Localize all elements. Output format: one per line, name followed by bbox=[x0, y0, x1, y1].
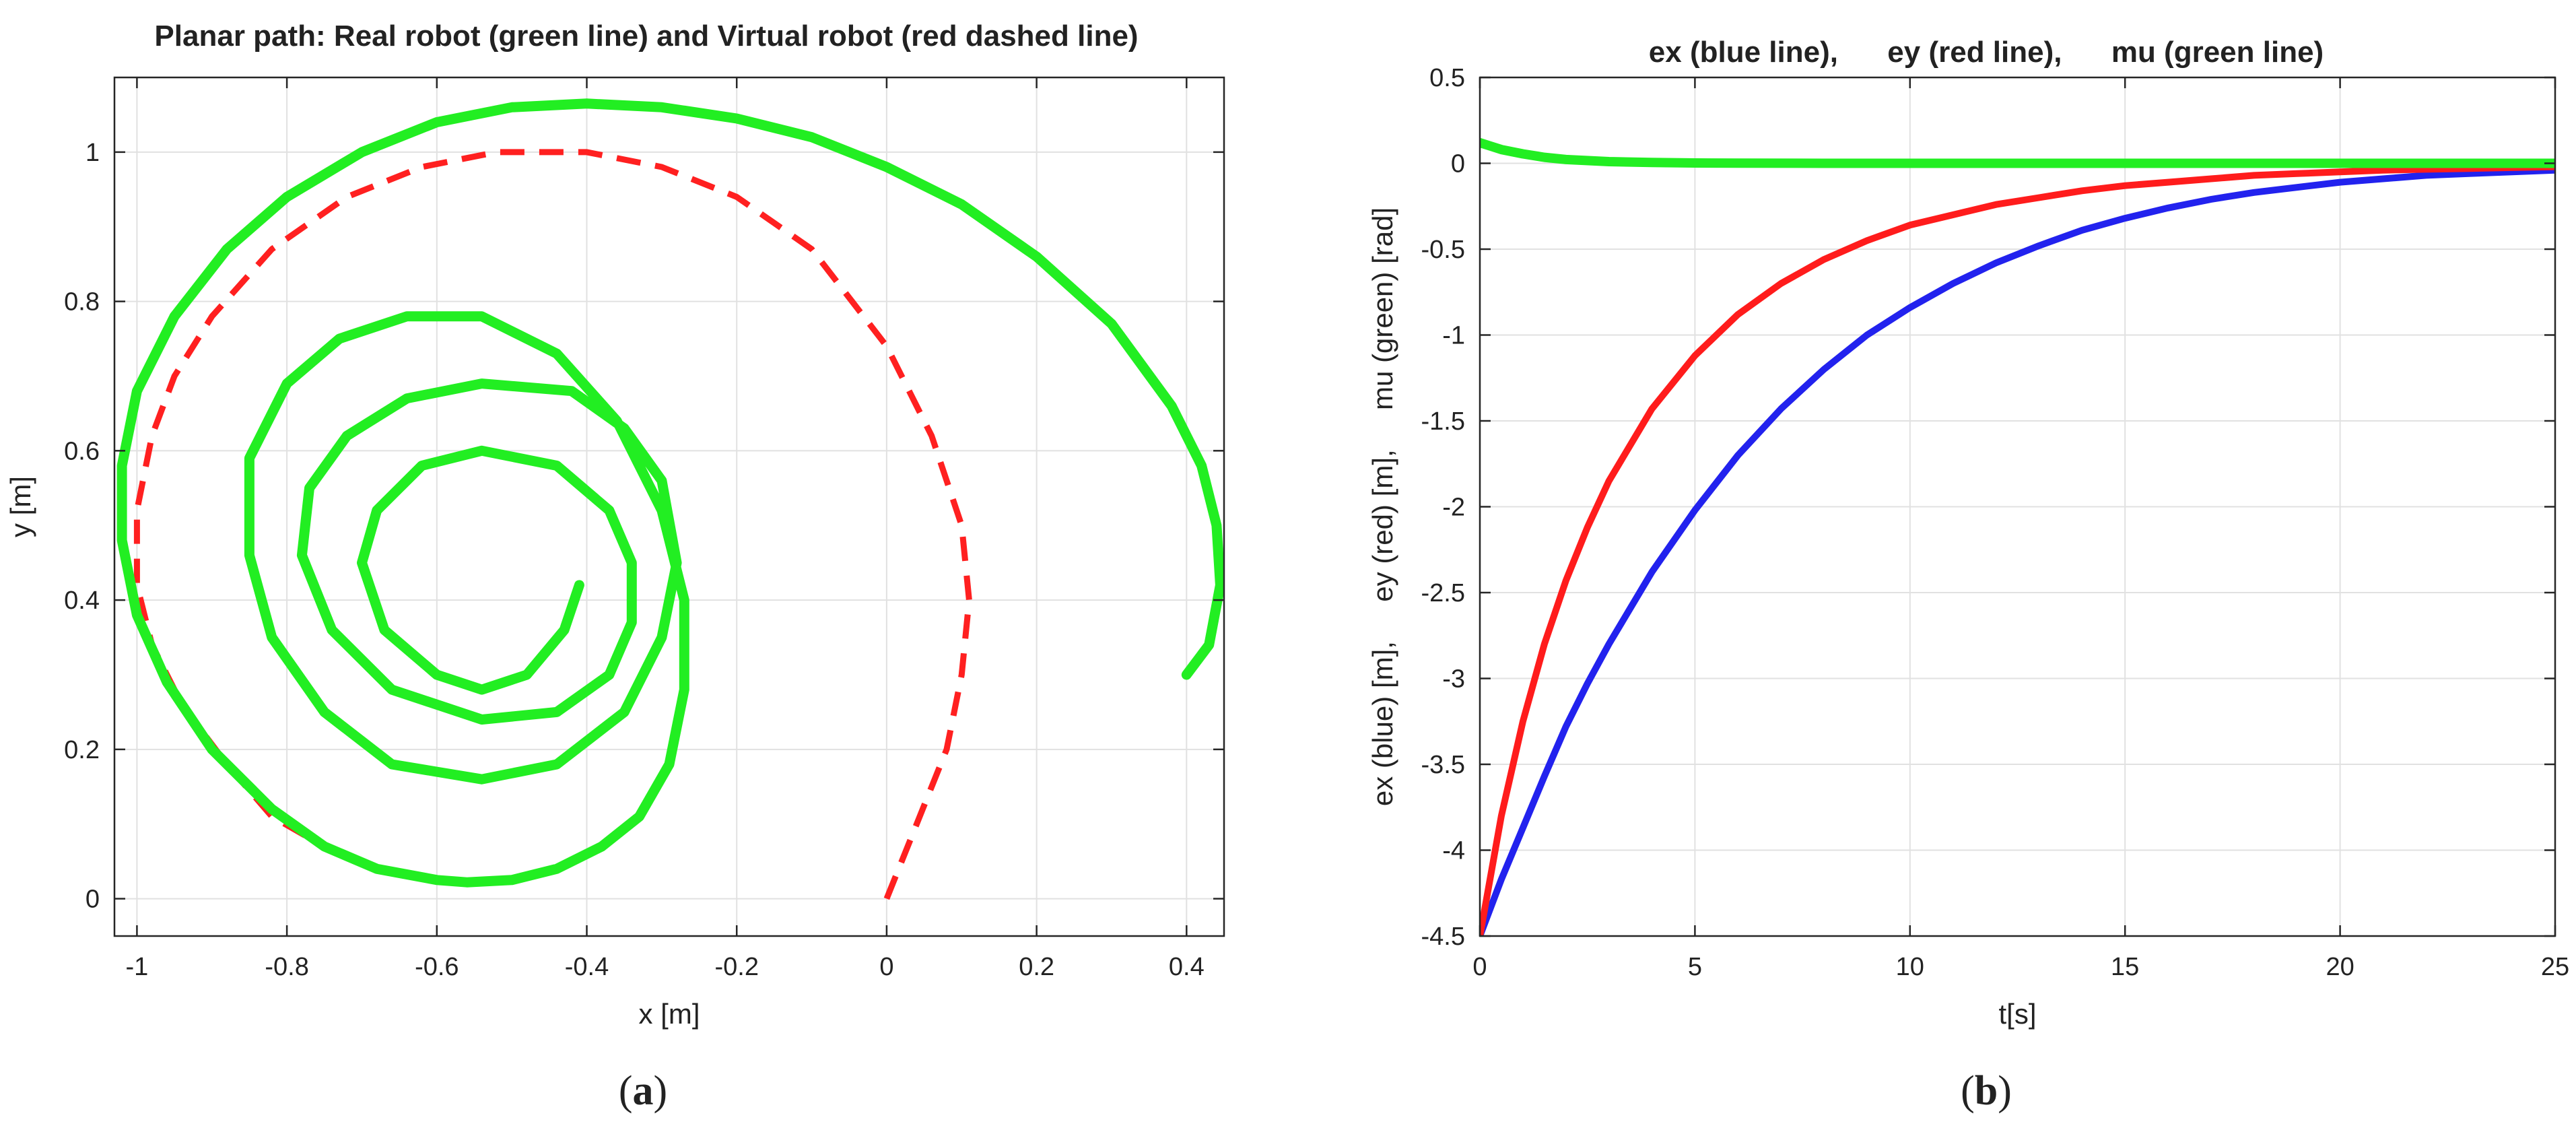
y-axis-label-a: y [m] bbox=[5, 476, 36, 537]
caption-close-a: ) bbox=[654, 1068, 668, 1114]
y-tick-label-b-3: -1 bbox=[1442, 322, 1465, 350]
series-group-b bbox=[1480, 137, 2555, 936]
x-tick-label-b-2: 10 bbox=[1896, 953, 1924, 981]
y-tick-label-b-8: -3.5 bbox=[1421, 751, 1465, 779]
caption-letter-b: b bbox=[1975, 1068, 1998, 1114]
caption-open-a: ( bbox=[619, 1068, 633, 1114]
y-tick-label-b-10: -4.5 bbox=[1421, 923, 1465, 951]
y-tick-label-a-1: 0.2 bbox=[64, 736, 100, 764]
series-line-b-2 bbox=[1480, 137, 2555, 168]
panel-a: -1 -0.8 -0.6 -0.4 -0.2 0 0.2 0.4 0 0.2 0.4 0.6 0.8 1 P… bbox=[5, 20, 1225, 1114]
y-tick-label-a-5: 1 bbox=[86, 139, 100, 167]
y-tick-label-b-5: -2 bbox=[1442, 494, 1465, 522]
y-tick-label-b-9: -4 bbox=[1442, 837, 1465, 865]
y-tick-label-a-2: 0.4 bbox=[64, 587, 100, 615]
y-tick-label-b-0: 0.5 bbox=[1429, 64, 1465, 92]
x-tick-label-a-7: 0.4 bbox=[1169, 953, 1205, 981]
series-line-b-1 bbox=[1480, 163, 2555, 936]
x-tick-label-a-4: -0.2 bbox=[714, 953, 758, 981]
x-tick-label-b-0: 0 bbox=[1472, 953, 1487, 981]
x-tick-label-a-0: -1 bbox=[126, 953, 149, 981]
y-tick-label-a-0: 0 bbox=[86, 886, 100, 914]
x-tick-label-a-5: 0 bbox=[879, 953, 893, 981]
x-tick-label-a-6: 0.2 bbox=[1019, 953, 1054, 981]
y-axis-label-b: ex (blue) [m], ey (red) [m], mu (green) … bbox=[1367, 207, 1398, 806]
series-line-b-0 bbox=[1480, 166, 2555, 936]
x-axis-label-b: t[s] bbox=[1998, 998, 2036, 1030]
panel-caption-a: (a) bbox=[619, 1068, 667, 1114]
x-tick-label-b-5: 25 bbox=[2541, 953, 2569, 981]
caption-open-b: ( bbox=[1961, 1068, 1975, 1114]
x-tick-label-b-1: 5 bbox=[1688, 953, 1702, 981]
y-tick-label-a-3: 0.6 bbox=[64, 437, 100, 465]
x-tick-label-a-1: -0.8 bbox=[265, 953, 308, 981]
x-tick-label-a-3: -0.4 bbox=[565, 953, 609, 981]
y-tick-label-b-6: -2.5 bbox=[1421, 579, 1465, 607]
x-tick-label-b-4: 20 bbox=[2326, 953, 2354, 981]
y-tick-label-b-1: 0 bbox=[1451, 150, 1465, 178]
chart-title-a: Planar path: Real robot (green line) and… bbox=[154, 20, 1138, 53]
panel-b: 0 5 10 15 20 25 0.5 0 -0.5 -1 -1.5 -2 -2.5 -3 -3.5 -4 -4… bbox=[1367, 36, 2569, 1114]
caption-letter-a: a bbox=[633, 1068, 654, 1114]
panel-caption-b: (b) bbox=[1961, 1068, 2012, 1114]
x-tick-label-b-3: 15 bbox=[2111, 953, 2139, 981]
y-tick-label-b-7: -3 bbox=[1442, 665, 1465, 694]
series-line-a-0 bbox=[133, 149, 972, 900]
y-tick-label-b-4: -1.5 bbox=[1421, 407, 1465, 436]
x-axis-label-a: x [m] bbox=[639, 998, 700, 1030]
x-tick-label-a-2: -0.6 bbox=[415, 953, 459, 981]
series-line-a-1 bbox=[116, 98, 1224, 888]
caption-close-b: ) bbox=[1998, 1068, 2012, 1114]
chart-title-b: ex (blue line), ey (red line), mu (green… bbox=[1649, 36, 2324, 69]
y-tick-label-a-4: 0.8 bbox=[64, 288, 100, 317]
series-group-a bbox=[116, 98, 1224, 900]
plot-frame-a bbox=[113, 76, 1225, 937]
y-tick-label-b-2: -0.5 bbox=[1421, 236, 1465, 264]
